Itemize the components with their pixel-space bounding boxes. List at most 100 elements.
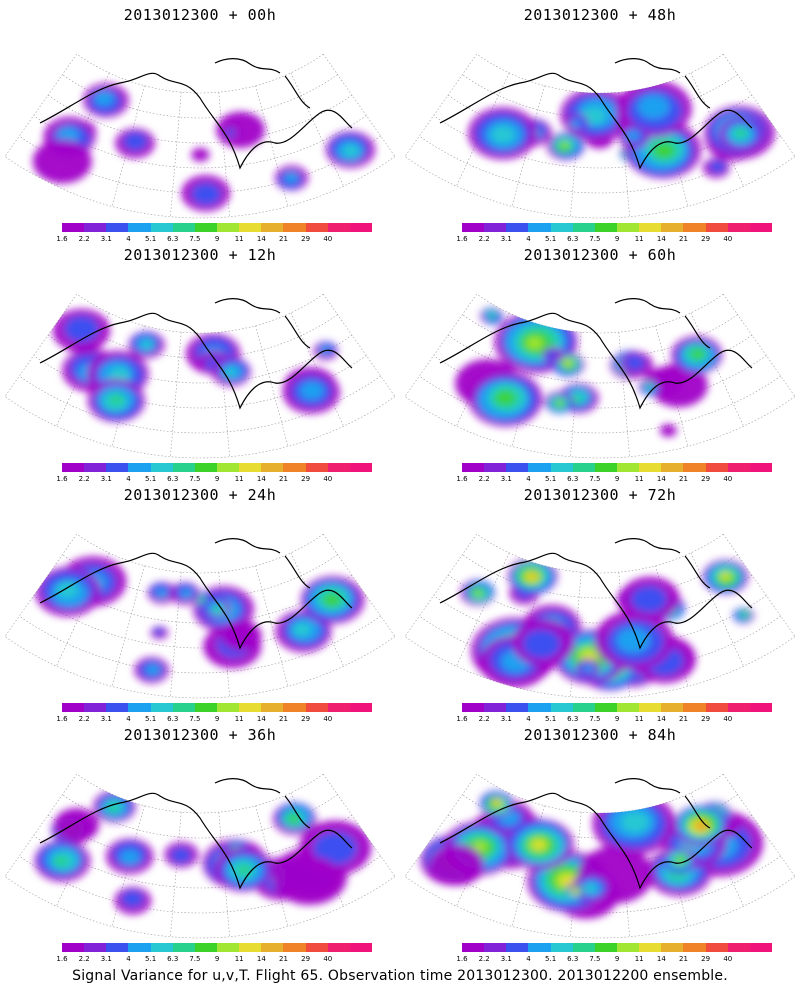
colorbar-swatch (62, 703, 85, 712)
colorbar-swatch (62, 463, 85, 472)
colorbar-swatch (572, 703, 595, 712)
colorbar-label: 21 (679, 235, 688, 243)
colorbar-swatch (462, 223, 485, 232)
map-panel-12h: 2013012300 + 12h 1.6 2.2 3.1 4 5.1 6.3 7.5 9 11 14… (0, 240, 400, 483)
colorbar-swatch (327, 703, 350, 712)
colorbar-swatch (239, 463, 262, 472)
colorbar-label: 11 (634, 715, 644, 723)
colorbar-label: 40 (723, 475, 733, 483)
colorbar (62, 463, 372, 472)
colorbar-label: 29 (301, 235, 311, 243)
colorbar-label: 7.5 (589, 475, 601, 483)
colorbar-label: 11 (634, 475, 644, 483)
colorbar-swatch (172, 463, 195, 472)
colorbar-swatch (506, 943, 529, 952)
colorbar-swatch (572, 223, 595, 232)
coastline (39, 792, 353, 890)
colorbar-swatch (172, 223, 195, 232)
colorbar-label: 7.5 (589, 235, 601, 243)
coastline (439, 792, 753, 890)
colorbar (62, 703, 372, 712)
colorbar (462, 943, 772, 952)
colorbar-swatch (150, 703, 173, 712)
colorbar-labels: 1.6 2.2 3.1 4 5.1 6.3 7.5 9 11 14 21 29 40 (456, 715, 782, 725)
colorbar-swatch (616, 223, 640, 232)
colorbar-swatch (128, 703, 151, 712)
colorbar-label: 1.6 (456, 235, 468, 243)
colorbar-label: 1.6 (56, 235, 68, 243)
coastline-arctic (614, 58, 711, 109)
colorbar-label: 40 (323, 235, 333, 243)
colorbar-label: 9 (214, 715, 220, 723)
colorbar-swatch (594, 463, 617, 472)
colorbar-swatch (528, 223, 551, 232)
colorbar-swatch (349, 943, 372, 952)
colorbar-label: 40 (323, 715, 333, 723)
colorbar-label: 1.6 (56, 475, 68, 483)
colorbar-swatch (283, 223, 306, 232)
colorbar-swatch (349, 463, 372, 472)
colorbar-swatch (639, 463, 662, 472)
colorbar-labels: 1.6 2.2 3.1 4 5.1 6.3 7.5 9 11 14 21 29 40 (56, 955, 382, 965)
colorbar-swatch (528, 463, 551, 472)
colorbar-label: 6.3 (167, 475, 179, 483)
coastline-arctic (614, 538, 711, 589)
coastline-arctic (214, 538, 311, 589)
colorbar-label: 3.1 (100, 715, 112, 723)
colorbar-swatch (283, 703, 306, 712)
colorbar-swatch (106, 463, 129, 472)
colorbar-swatch (84, 463, 107, 472)
colorbar-label: 11 (634, 955, 644, 963)
colorbar-label: 3.1 (100, 235, 112, 243)
colorbar-swatch (172, 703, 195, 712)
map-84h (404, 773, 796, 939)
colorbar-swatch (239, 943, 262, 952)
colorbar-label: 2.2 (478, 715, 490, 723)
colorbar-label: 1.6 (456, 715, 468, 723)
colorbar (62, 223, 372, 232)
colorbar-swatch (462, 703, 485, 712)
colorbar-label: 7.5 (589, 955, 601, 963)
colorbar-swatch (327, 463, 350, 472)
colorbar-label: 1.6 (56, 715, 68, 723)
colorbar-swatch (705, 463, 728, 472)
panel-title: 2013012300 + 12h (123, 246, 277, 264)
colorbar-label: 2.2 (478, 475, 490, 483)
colorbar-label: 40 (723, 715, 733, 723)
graticule (404, 533, 796, 699)
variance-field (460, 557, 755, 691)
colorbar-swatch (327, 943, 350, 952)
colorbar-swatch (506, 223, 529, 232)
map-panel-48h: 2013012300 + 48h 1.6 2.2 3.1 4 5.1 6.3 7.5 9 11 14… (400, 0, 800, 243)
colorbar-label: 5.1 (545, 955, 557, 963)
map-panel-24h: 2013012300 + 24h 1.6 2.2 3.1 4 5.1 6.3 7.5 9 11 14… (0, 480, 400, 723)
map-36h (4, 773, 396, 939)
colorbar-swatch (727, 463, 750, 472)
colorbar-swatch (639, 943, 662, 952)
variance-field (35, 556, 365, 683)
colorbar-swatch (305, 943, 328, 952)
variance-field (468, 80, 775, 179)
colorbar-swatch (62, 943, 85, 952)
colorbar-swatch (106, 703, 129, 712)
colorbar-swatch (261, 943, 284, 952)
figure-caption: Signal Variance for u,v,T. Flight 65. Ob… (72, 968, 728, 984)
colorbar-swatch (239, 223, 262, 232)
coastline (39, 72, 353, 170)
map-12h (4, 293, 396, 459)
colorbar-label: 1.6 (456, 955, 468, 963)
colorbar-swatch (62, 223, 85, 232)
colorbar-label: 2.2 (78, 235, 90, 243)
colorbar-label: 11 (634, 235, 644, 243)
colorbar-label: 6.3 (167, 955, 179, 963)
colorbar-label: 21 (279, 955, 288, 963)
colorbar-label: 21 (679, 475, 688, 483)
colorbar-label: 4 (126, 955, 131, 963)
colorbar-label: 6.3 (567, 235, 579, 243)
panel-title: 2013012300 + 60h (523, 246, 677, 264)
colorbar-label: 2.2 (478, 235, 490, 243)
colorbar-swatch (594, 223, 617, 232)
colorbar-swatch (462, 943, 485, 952)
colorbar-label: 6.3 (167, 715, 179, 723)
colorbar-swatch (128, 463, 151, 472)
